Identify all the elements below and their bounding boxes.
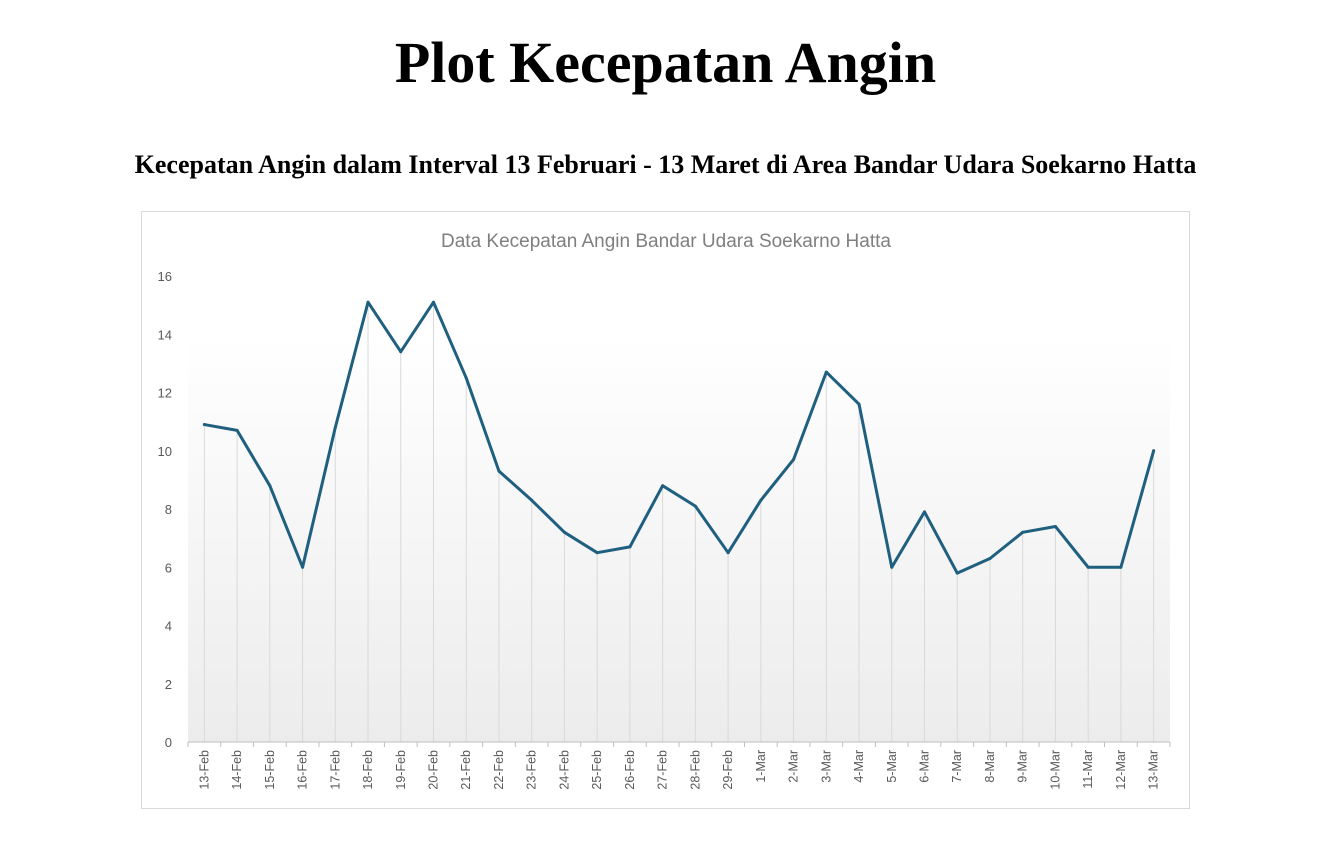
x-tick-label: 1-Mar: [754, 750, 768, 783]
x-tick-label: 22-Feb: [492, 750, 506, 790]
data-point: [202, 423, 206, 427]
x-tick-label: 26-Feb: [623, 750, 637, 790]
data-point: [726, 551, 730, 555]
y-tick-label: 10: [158, 444, 172, 459]
x-tick-label: 4-Mar: [852, 750, 866, 783]
data-point: [988, 557, 992, 561]
data-point: [235, 428, 239, 432]
x-tick-label: 21-Feb: [459, 750, 473, 790]
chart-container: Data Kecepatan Angin Bandar Udara Soekar…: [141, 211, 1190, 809]
y-tick-label: 8: [165, 502, 172, 517]
line-chart: Data Kecepatan Angin Bandar Udara Soekar…: [158, 231, 1171, 790]
page-subtitle: Kecepatan Angin dalam Interval 13 Februa…: [134, 150, 1197, 179]
x-tick-label: 27-Feb: [656, 750, 670, 790]
y-tick-label: 0: [165, 735, 172, 750]
x-tick-label: 2-Mar: [787, 750, 801, 783]
data-point: [693, 504, 697, 508]
data-point: [399, 350, 403, 354]
y-tick-label: 2: [165, 677, 172, 692]
drop-lines: [203, 302, 1155, 742]
x-tick-label: 13-Mar: [1147, 750, 1161, 790]
x-tick-label: 20-Feb: [427, 750, 441, 790]
data-point: [1086, 565, 1090, 569]
data-point: [857, 402, 861, 406]
x-tick-label: 7-Mar: [950, 750, 964, 783]
data-point: [1119, 565, 1123, 569]
x-tick-label: 28-Feb: [688, 750, 702, 790]
x-tick-label: 15-Feb: [263, 750, 277, 790]
chart-title: Data Kecepatan Angin Bandar Udara Soekar…: [441, 231, 891, 252]
data-point: [366, 300, 370, 304]
y-tick-label: 6: [165, 560, 172, 575]
y-tick-label: 16: [158, 269, 172, 284]
x-tick-label: 19-Feb: [394, 750, 408, 790]
data-point: [562, 530, 566, 534]
series-line: [202, 300, 1156, 575]
y-tick-label: 14: [158, 327, 172, 342]
x-tick-label: 11-Mar: [1081, 750, 1095, 789]
data-point: [1152, 449, 1156, 453]
y-tick-label: 4: [165, 619, 172, 634]
data-point: [890, 565, 894, 569]
data-point: [628, 545, 632, 549]
x-tick-label: 17-Feb: [328, 750, 342, 790]
x-tick-label: 8-Mar: [983, 750, 997, 783]
x-tick-label: 5-Mar: [885, 750, 899, 783]
data-point: [464, 376, 468, 380]
data-point: [792, 457, 796, 461]
x-tick-label: 3-Mar: [819, 750, 833, 783]
x-tick-label: 18-Feb: [361, 750, 375, 790]
x-tick-label: 9-Mar: [1016, 750, 1030, 783]
x-tick-label: 24-Feb: [557, 750, 571, 790]
data-point: [268, 484, 272, 488]
data-point: [432, 300, 435, 304]
data-point: [1021, 530, 1025, 534]
y-axis: 0 2 4 6 8 10 12 14 16: [158, 269, 172, 750]
y-tick-label: 12: [158, 386, 172, 401]
data-point: [530, 498, 534, 502]
x-tick-label: 6-Mar: [918, 750, 932, 783]
data-point: [497, 469, 501, 473]
x-tick-label: 10-Mar: [1048, 750, 1062, 790]
x-tick-label: 16-Feb: [296, 750, 310, 790]
x-axis: 13-Feb 14-Feb 15-Feb 16-Feb 17-Feb 18-Feb 19-F…: [187, 742, 1171, 790]
plot-area: [188, 334, 1170, 742]
data-point: [824, 370, 828, 374]
x-tick-label: 23-Feb: [525, 750, 539, 790]
page-title: Plot Kecepatan Angin: [394, 30, 937, 95]
data-point: [333, 425, 337, 429]
x-tick-label: 29-Feb: [721, 750, 735, 790]
x-tick-label: 25-Feb: [590, 750, 604, 790]
data-points: [202, 300, 1156, 575]
data-point: [759, 498, 763, 502]
data-point: [301, 565, 305, 569]
data-point: [955, 571, 959, 575]
x-tick-label: 13-Feb: [197, 750, 211, 790]
x-tick-label: 12-Mar: [1114, 750, 1128, 790]
data-point: [923, 510, 926, 514]
data-point: [661, 484, 665, 488]
data-point: [595, 551, 599, 555]
data-point: [1053, 524, 1057, 528]
x-tick-label: 14-Feb: [230, 750, 244, 790]
